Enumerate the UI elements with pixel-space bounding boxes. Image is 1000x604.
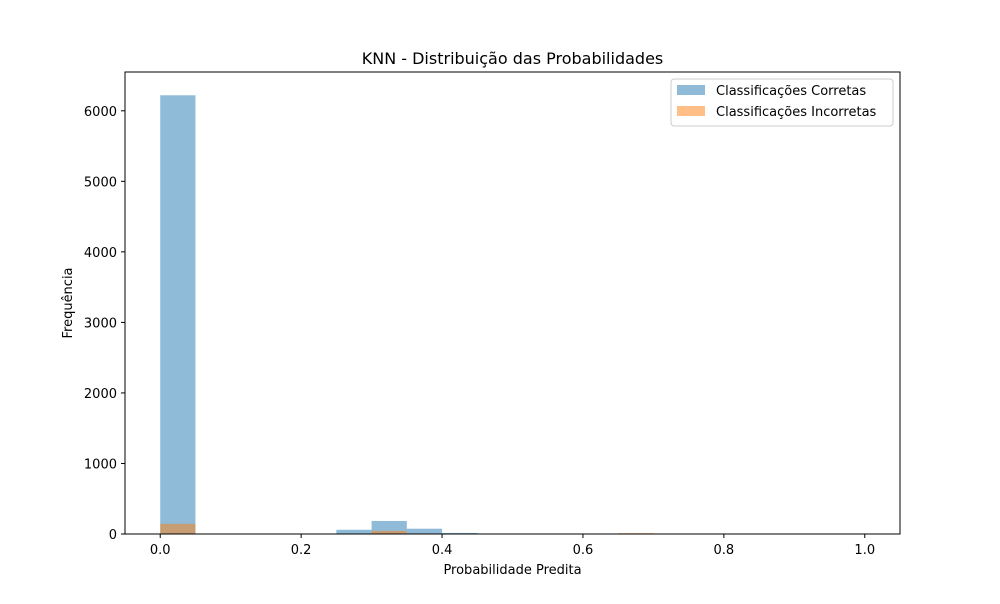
chart-title: KNN - Distribuição das Probabilidades [362,49,664,68]
x-tick-label: 1.0 [854,543,875,558]
bar-corretas-1 [336,530,371,534]
y-tick-label: 4000 [84,246,117,261]
legend-swatch-corretas [677,85,705,95]
legend-label-incorretas: Classificações Incorretas [716,105,877,120]
bar-corretas-0 [160,95,195,534]
x-tick-label: 0.0 [150,543,171,558]
y-tick-label: 0 [109,528,117,543]
y-tick-label: 5000 [84,175,117,190]
x-tick-label: 0.2 [291,543,312,558]
legend-swatch-incorretas [677,106,705,116]
x-tick-label: 0.6 [573,543,594,558]
bar-incorretas-0 [160,524,195,534]
y-tick-label: 1000 [84,457,117,472]
y-tick-label: 3000 [84,316,117,331]
y-tick-label: 6000 [84,105,117,120]
y-axis-label: Frequência [61,267,76,338]
y-tick-label: 2000 [84,387,117,402]
x-tick-label: 0.4 [432,543,453,558]
x-tick-label: 0.8 [714,543,735,558]
bar-corretas-3 [407,529,442,534]
legend-label-corretas: Classificações Corretas [716,84,866,99]
legend: Classificações Corretas Classificações I… [671,79,893,126]
x-axis-label: Probabilidade Predita [443,563,581,578]
